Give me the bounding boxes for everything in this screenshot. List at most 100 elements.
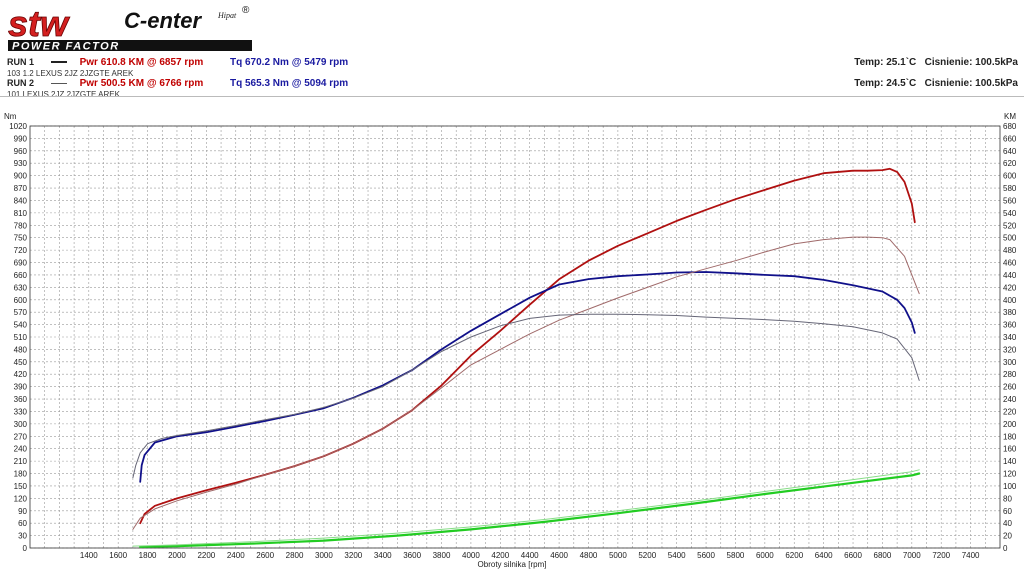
- x-tick-label: 6600: [844, 551, 862, 560]
- left-tick-label: 120: [14, 494, 28, 503]
- right-tick-label: 0: [1003, 544, 1008, 553]
- run1-desc: 103 1.2 LEXUS 2JZ 2JZGTE AREK: [7, 69, 134, 78]
- run1-temp: Temp: 25.1`C: [854, 57, 917, 68]
- left-tick-label: 960: [14, 147, 28, 156]
- x-tick-label: 6000: [756, 551, 774, 560]
- x-tick-label: 4200: [491, 551, 509, 560]
- x-tick-label: 2000: [168, 551, 186, 560]
- left-tick-label: 630: [14, 283, 28, 292]
- header-divider: [0, 96, 1024, 97]
- run2-summary: RUN 2 Pwr 500.5 KM @ 6766 rpm Tq 565.3 N…: [7, 78, 348, 89]
- right-tick-label: 180: [1003, 432, 1017, 441]
- dyno-chart: 1400 1600 1800 2000 2200 2400 2600 2800 3000 3200…: [4, 112, 1017, 569]
- x-tick-label: 6200: [785, 551, 803, 560]
- x-tick-label: 4800: [580, 551, 598, 560]
- logo-center: C-enter: [124, 8, 202, 33]
- left-tick-label: 510: [14, 333, 28, 342]
- run2-temp: Temp: 24.5`C: [854, 78, 917, 89]
- left-tick-label: 900: [14, 172, 28, 181]
- right-tick-label: 520: [1003, 221, 1017, 230]
- left-tick-labels: 0 30 60 90 120 150 180 210 240 270 300 330 360 390 420…: [9, 122, 27, 553]
- left-tick-label: 240: [14, 445, 28, 454]
- left-tick-label: 1020: [9, 122, 27, 131]
- x-tick-label: 2600: [256, 551, 274, 560]
- run2-line-sample: [50, 82, 67, 84]
- x-tick-label: 4000: [462, 551, 480, 560]
- left-tick-label: 150: [14, 482, 28, 491]
- x-tick-label: 5200: [638, 551, 656, 560]
- left-tick-label: 690: [14, 259, 28, 268]
- x-tick-label: 6800: [874, 551, 892, 560]
- right-tick-label: 260: [1003, 383, 1017, 392]
- curve-run1-tq: [139, 271, 916, 483]
- x-tick-label: 6400: [815, 551, 833, 560]
- x-tick-label: 7000: [903, 551, 921, 560]
- right-tick-label: 460: [1003, 259, 1017, 268]
- chart-grid: [30, 125, 1000, 549]
- right-tick-label: 120: [1003, 470, 1017, 479]
- x-tick-label: 1600: [109, 551, 127, 560]
- right-tick-label: 400: [1003, 296, 1017, 305]
- run2-desc: 101 LEXUS 2JZ 2JZGTE AREK: [7, 90, 120, 99]
- right-tick-label: 420: [1003, 283, 1017, 292]
- left-tick-label: 930: [14, 159, 28, 168]
- logo-tagline: POWER FACTOR: [12, 41, 120, 53]
- x-tick-label: 7400: [962, 551, 980, 560]
- x-tick-label: 1400: [80, 551, 98, 560]
- right-tick-label: 580: [1003, 184, 1017, 193]
- right-tick-label: 560: [1003, 196, 1017, 205]
- right-tick-label: 100: [1003, 482, 1017, 491]
- run2-label: RUN 2: [7, 78, 35, 88]
- x-tick-label: 1800: [139, 551, 157, 560]
- left-tick-label: 840: [14, 196, 28, 205]
- y-axis-left-unit: Nm: [4, 112, 17, 121]
- left-tick-label: 750: [14, 234, 28, 243]
- x-tick-label: 3600: [403, 551, 421, 560]
- x-tick-label: 4400: [521, 551, 539, 560]
- left-tick-label: 600: [14, 296, 28, 305]
- run1-conditions: Temp: 25.1`C Cisnienie: 100.5kPa: [854, 57, 1018, 68]
- x-tick-label: 2400: [227, 551, 245, 560]
- left-tick-label: 180: [14, 470, 28, 479]
- right-tick-label: 480: [1003, 246, 1017, 255]
- left-tick-label: 570: [14, 308, 28, 317]
- x-tick-label: 5600: [697, 551, 715, 560]
- logo-brand: stw: [8, 3, 70, 44]
- x-tick-label: 3800: [433, 551, 451, 560]
- right-tick-label: 280: [1003, 370, 1017, 379]
- right-tick-label: 540: [1003, 209, 1017, 218]
- right-tick-label: 380: [1003, 308, 1017, 317]
- right-tick-label: 240: [1003, 395, 1017, 404]
- chart-axes: [29, 125, 1001, 549]
- right-tick-label: 20: [1003, 532, 1012, 541]
- stw-logo: stw C-enter Hipat ® POWER FACTOR: [8, 3, 252, 53]
- run1-pressure: Cisnienie: 100.5kPa: [924, 57, 1018, 68]
- right-tick-label: 300: [1003, 358, 1017, 367]
- right-tick-label: 340: [1003, 333, 1017, 342]
- x-tick-label: 3200: [344, 551, 362, 560]
- curve-run2-pwr: [132, 236, 920, 530]
- left-tick-label: 90: [18, 507, 27, 516]
- run2-conditions: Temp: 24.5`C Cisnienie: 100.5kPa: [854, 78, 1018, 89]
- curve-run2-loss: [132, 469, 920, 547]
- x-tick-label: 3400: [374, 551, 392, 560]
- right-tick-label: 40: [1003, 519, 1012, 528]
- right-tick-label: 620: [1003, 159, 1017, 168]
- curve-run1-pwr: [139, 167, 916, 525]
- run1-line-sample: [50, 61, 67, 64]
- right-tick-label: 80: [1003, 494, 1012, 503]
- left-tick-label: 780: [14, 221, 28, 230]
- right-tick-label: 680: [1003, 122, 1017, 131]
- left-tick-label: 270: [14, 432, 28, 441]
- right-tick-label: 320: [1003, 345, 1017, 354]
- y-axis-right-unit: KM: [1004, 112, 1016, 121]
- right-tick-labels: 0 20 40 60 80 100 120 140 160 180 200 220 240 260 280 3…: [1003, 122, 1017, 553]
- right-tick-label: 140: [1003, 457, 1017, 466]
- left-tick-label: 0: [23, 544, 28, 553]
- run1-summary: RUN 1 Pwr 610.8 KM @ 6857 rpm Tq 670.2 N…: [7, 57, 348, 68]
- curve-run2-tq: [132, 313, 920, 479]
- x-axis-label: Obroty silnika [rpm]: [478, 560, 547, 569]
- right-tick-label: 60: [1003, 507, 1012, 516]
- x-tick-label: 4600: [550, 551, 568, 560]
- left-tick-label: 420: [14, 370, 28, 379]
